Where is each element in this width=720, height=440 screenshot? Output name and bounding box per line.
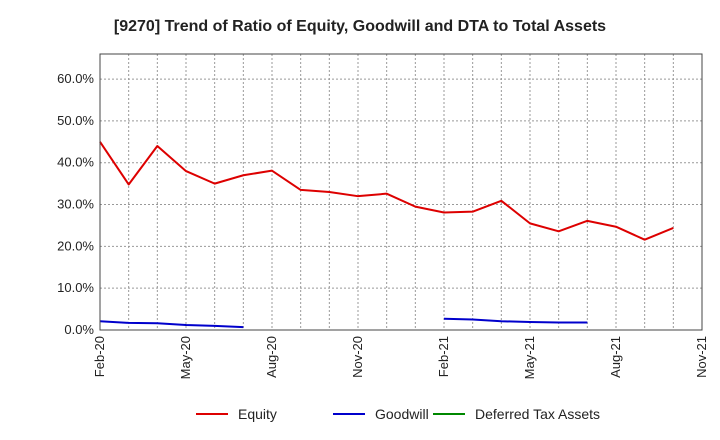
x-tick-label: Feb-20 bbox=[92, 336, 107, 377]
plot-area bbox=[100, 54, 702, 330]
legend-label-deferred-tax-assets: Deferred Tax Assets bbox=[475, 406, 600, 422]
y-tick-label: 40.0% bbox=[57, 155, 94, 170]
x-tick-label: May-21 bbox=[522, 336, 537, 379]
y-axis: 0.0% 10.0% 20.0% 30.0% 40.0% 50.0% 60.0% bbox=[57, 71, 94, 337]
x-axis: Feb-20 May-20 Aug-20 Nov-20 Feb-21 May-21 Aug-… bbox=[92, 336, 709, 379]
y-tick-label: 0.0% bbox=[64, 322, 94, 337]
x-tick-label: Nov-20 bbox=[350, 336, 365, 378]
y-tick-label: 10.0% bbox=[57, 280, 94, 295]
chart-title: [9270] Trend of Ratio of Equity, Goodwil… bbox=[114, 18, 606, 35]
y-tick-label: 30.0% bbox=[57, 197, 94, 212]
x-tick-label: Aug-21 bbox=[608, 336, 623, 378]
series-group bbox=[99, 141, 674, 329]
y-tick-label: 20.0% bbox=[57, 238, 94, 253]
series-line-goodwill bbox=[99, 317, 588, 329]
legend-label-equity: Equity bbox=[238, 406, 277, 422]
y-tick-label: 60.0% bbox=[57, 71, 94, 86]
x-tick-label: Aug-20 bbox=[264, 336, 279, 378]
x-tick-label: Feb-21 bbox=[436, 336, 451, 377]
y-tick-label: 50.0% bbox=[57, 113, 94, 128]
series-line-equity bbox=[99, 141, 674, 241]
plot-frame bbox=[99, 53, 703, 331]
grid bbox=[100, 54, 702, 330]
legend: Equity Goodwill Deferred Tax Assets bbox=[196, 406, 600, 422]
legend-label-goodwill: Goodwill bbox=[375, 406, 429, 422]
x-tick-label: May-20 bbox=[178, 336, 193, 379]
x-tick-label: Nov-21 bbox=[694, 336, 709, 378]
